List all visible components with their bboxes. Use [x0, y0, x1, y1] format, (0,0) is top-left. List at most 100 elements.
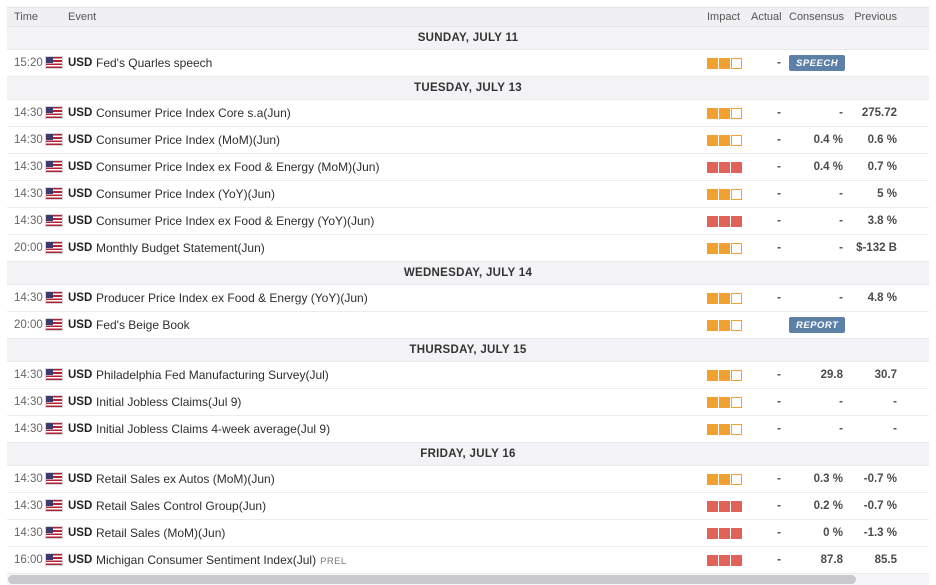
previous-value: - — [893, 396, 897, 408]
previous-value: 85.5 — [874, 554, 897, 566]
us-flag-icon — [46, 420, 68, 438]
previous-value: -1.3 % — [863, 527, 897, 539]
col-header-previous: Previous — [854, 11, 897, 23]
impact-segment — [719, 554, 730, 566]
actual-value: - — [777, 527, 781, 539]
event-row[interactable]: 14:30 USD Producer Price Index ex Food & E… — [7, 285, 929, 312]
impact-indicator — [707, 369, 743, 381]
us-flag-image — [46, 161, 62, 173]
event-name: Consumer Price Index ex Food & Energy (Y… — [96, 214, 375, 228]
impact-segment — [719, 423, 730, 435]
impact-indicator — [707, 473, 743, 485]
impact-segment — [719, 500, 730, 512]
event-row[interactable]: 14:30 USD Consumer Price Index ex Food & E… — [7, 154, 929, 181]
actual-value: - — [777, 242, 781, 254]
impact-segment — [719, 527, 730, 539]
previous-value: -0.7 % — [863, 500, 897, 512]
day-separator: WEDNESDAY, JULY 14 — [7, 262, 929, 285]
impact-segment — [719, 242, 730, 254]
impact-segment — [731, 188, 742, 200]
event-row[interactable]: 20:00 USD Fed's Beige Book REPORT — [7, 312, 929, 339]
event-time: 20:00 — [14, 242, 43, 254]
previous-value: 275.72 — [861, 107, 897, 119]
event-row[interactable]: 14:30 USD Consumer Price Index Core s.a(Ju… — [7, 100, 929, 127]
impact-segment — [707, 473, 718, 485]
event-name: Consumer Price Index (YoY)(Jun) — [96, 187, 275, 201]
us-flag-icon — [46, 289, 68, 307]
us-flag-icon — [46, 524, 68, 542]
impact-segment — [731, 396, 742, 408]
event-badge[interactable]: SPEECH — [789, 55, 846, 71]
event-time: 14:30 — [14, 161, 43, 173]
event-time: 14:30 — [14, 423, 43, 435]
event-row[interactable]: 14:30 USD Retail Sales (MoM)(Jun) - 0 % -1.3 … — [7, 520, 929, 547]
us-flag-canton — [46, 396, 53, 403]
previous-value: 0.6 % — [867, 134, 897, 146]
consensus-cell: - — [839, 107, 843, 119]
impact-indicator — [707, 57, 743, 69]
event-row[interactable]: 14:30 USD Initial Jobless Claims(Jul 9) - - - — [7, 389, 929, 416]
event-row[interactable]: 14:30 USD Consumer Price Index (MoM)(Jun) -… — [7, 127, 929, 154]
impact-segment — [731, 500, 742, 512]
event-row[interactable]: 14:30 USD Retail Sales ex Autos (MoM)(Jun)… — [7, 466, 929, 493]
impact-indicator — [707, 161, 743, 173]
impact-segment — [719, 319, 730, 331]
impact-segment — [731, 57, 742, 69]
event-time: 14:30 — [14, 396, 43, 408]
event-row[interactable]: 14:30 USD Consumer Price Index ex Food & E… — [7, 208, 929, 235]
currency-label: USD — [68, 161, 93, 173]
event-row[interactable]: 20:00 USD Monthly Budget Statement(Jun) - - $… — [7, 235, 929, 262]
actual-value: - — [777, 554, 781, 566]
us-flag-canton — [46, 319, 53, 326]
event-name: Consumer Price Index (MoM)(Jun) — [96, 133, 281, 147]
event-time: 14:30 — [14, 527, 43, 539]
impact-segment — [707, 527, 718, 539]
us-flag-canton — [46, 292, 53, 299]
us-flag-canton — [46, 161, 53, 168]
event-time: 14:30 — [14, 369, 43, 381]
us-flag-canton — [46, 242, 53, 249]
currency-label: USD — [68, 107, 93, 119]
impact-segment — [731, 134, 742, 146]
event-time: 14:30 — [14, 500, 43, 512]
us-flag-canton — [46, 369, 53, 376]
us-flag-icon — [46, 316, 68, 334]
consensus-cell: 0.3 % — [813, 473, 843, 485]
us-flag-canton — [46, 423, 53, 430]
event-row[interactable]: 14:30 USD Philadelphia Fed Manufacturing S… — [7, 362, 929, 389]
impact-segment — [731, 107, 742, 119]
event-name: Consumer Price Index Core s.a(Jun) — [96, 106, 291, 120]
actual-value: - — [777, 188, 781, 200]
us-flag-image — [46, 500, 62, 512]
consensus-cell: REPORT — [789, 317, 846, 333]
calendar-body: SUNDAY, JULY 11 15:20 USD Fed's Quarles spe… — [7, 27, 929, 574]
currency-label: USD — [68, 473, 93, 485]
event-badge[interactable]: REPORT — [789, 317, 846, 333]
us-flag-canton — [46, 57, 53, 64]
currency-label: USD — [68, 134, 93, 146]
currency-label: USD — [68, 527, 93, 539]
event-time: 14:30 — [14, 292, 43, 304]
impact-segment — [707, 134, 718, 146]
impact-indicator — [707, 500, 743, 512]
us-flag-image — [46, 134, 62, 146]
event-row[interactable]: 16:00 USD Michigan Consumer Sentiment Inde… — [7, 547, 929, 574]
impact-indicator — [707, 107, 743, 119]
scrollbar-thumb[interactable] — [8, 575, 857, 584]
event-time: 15:20 — [14, 57, 43, 69]
impact-indicator — [707, 188, 743, 200]
horizontal-scrollbar[interactable] — [7, 574, 929, 585]
event-row[interactable]: 15:20 USD Fed's Quarles speech - SPEECH — [7, 50, 929, 77]
us-flag-image — [46, 396, 62, 408]
impact-segment — [731, 292, 742, 304]
impact-segment — [707, 500, 718, 512]
us-flag-icon — [46, 54, 68, 72]
event-time: 14:30 — [14, 473, 43, 485]
impact-segment — [731, 554, 742, 566]
event-row[interactable]: 14:30 USD Consumer Price Index (YoY)(Jun) -… — [7, 181, 929, 208]
event-row[interactable]: 14:30 USD Initial Jobless Claims 4-week av… — [7, 416, 929, 443]
consensus-cell: - — [839, 188, 843, 200]
event-row[interactable]: 14:30 USD Retail Sales Control Group(Jun) -… — [7, 493, 929, 520]
impact-indicator — [707, 215, 743, 227]
us-flag-icon — [46, 551, 68, 569]
